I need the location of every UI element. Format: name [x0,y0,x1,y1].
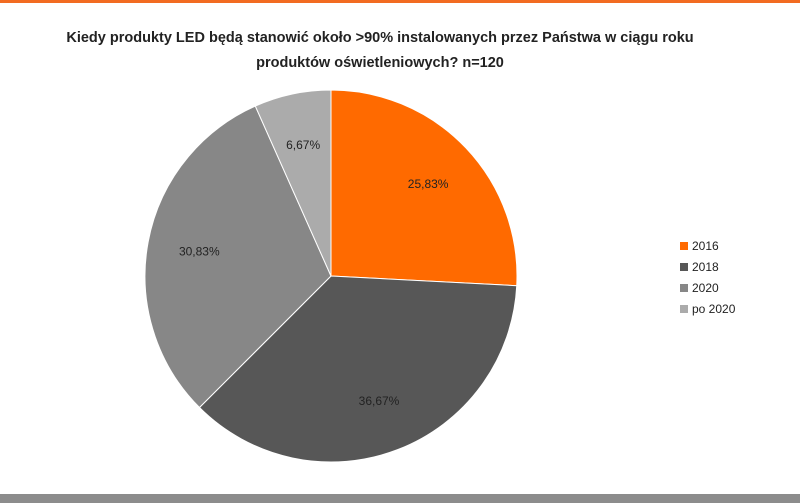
legend-swatch [680,241,688,250]
chart-legend: 2016 2018 2020 po 2020 [680,235,735,319]
legend-item-2016: 2016 [680,235,735,256]
chart-title-line-1: Kiedy produkty LED będą stanowić około >… [66,30,694,46]
data-label-2016: 25,83% [408,177,449,191]
data-label-2018: 36,67% [359,394,400,408]
pie-slice-2020 [144,105,332,409]
legend-label: po 2020 [692,301,736,316]
data-label-2020: 30,83% [179,245,220,259]
legend-label: 2020 [692,280,719,295]
legend-item-po-2020: po 2020 [680,298,735,319]
pie-slices [144,89,518,463]
chart-title: Kiedy produkty LED będą stanowić około >… [0,26,760,76]
top-accent-rule [0,0,800,3]
pie-slice-po-2020 [254,89,332,277]
pie-slice-labels: 25,83% 36,67% 30,83% 6,67% [179,138,449,408]
bottom-footer-bar [0,494,800,503]
legend-swatch [680,304,688,313]
pie-slice-2018 [198,275,518,463]
legend-item-2018: 2018 [680,256,735,277]
legend-label: 2016 [692,238,719,253]
data-label-po-2020: 6,67% [286,138,320,152]
chart-title-line-2: produktów oświetleniowych? n=120 [256,55,504,71]
pie-slice-2016 [330,89,518,287]
legend-item-2020: 2020 [680,277,735,298]
legend-swatch [680,283,688,292]
legend-label: 2018 [692,259,719,274]
legend-swatch [680,262,688,271]
